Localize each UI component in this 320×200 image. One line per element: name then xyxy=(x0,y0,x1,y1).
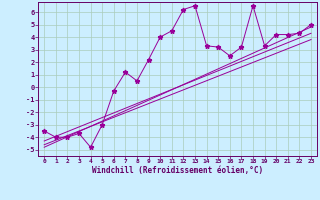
X-axis label: Windchill (Refroidissement éolien,°C): Windchill (Refroidissement éolien,°C) xyxy=(92,166,263,175)
